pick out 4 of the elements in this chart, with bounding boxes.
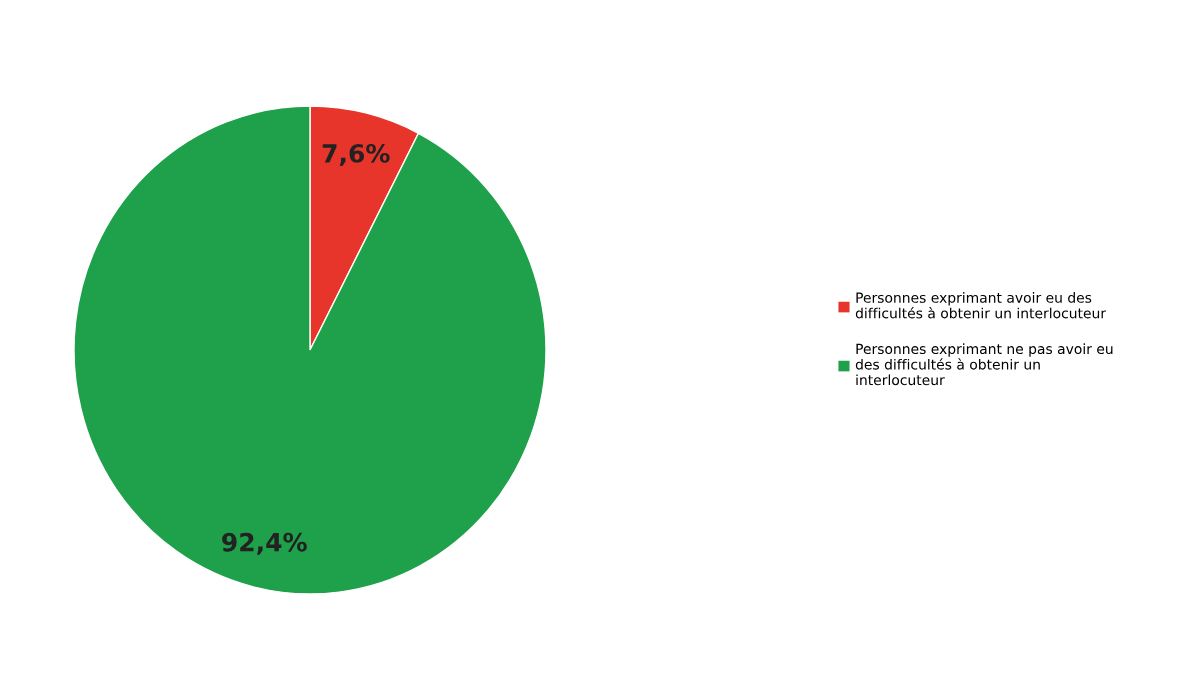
legend-label: Personnes exprimant ne pas avoir eu des difficultés à obtenir un interlocuteur <box>855 343 1113 386</box>
data-label: 92,4% <box>222 532 307 555</box>
data-label: 7,6% <box>322 143 390 167</box>
legend-label: Personnes exprimant avoir eu des difficultés à obtenir un interlocuteur <box>855 292 1107 319</box>
